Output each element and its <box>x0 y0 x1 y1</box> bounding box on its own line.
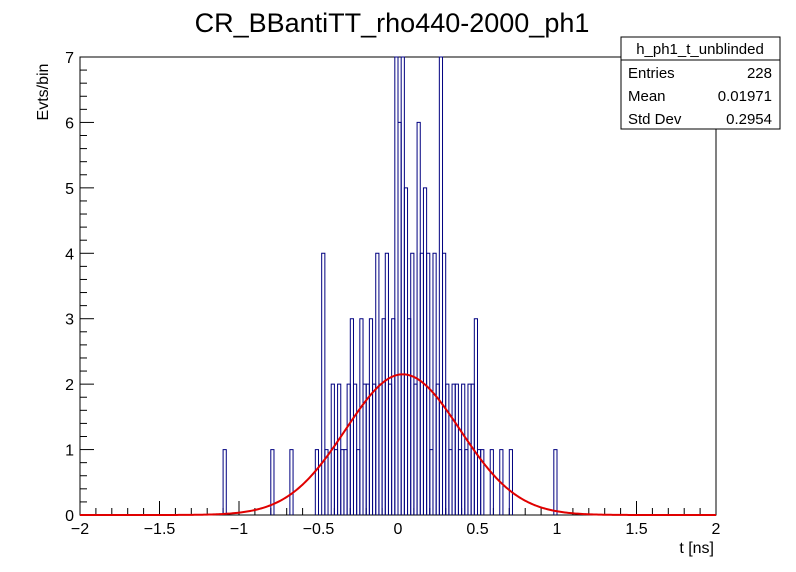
histogram-bin <box>321 252 326 515</box>
histogram-bin <box>314 449 319 515</box>
x-tick-label: 0 <box>394 521 403 538</box>
x-tick-label: −0.5 <box>303 521 335 538</box>
stats-entries-label: Entries <box>628 65 675 82</box>
x-axis: −2 −1.5 −1 −0.5 0 0.5 1 1.5 2 <box>71 501 721 538</box>
y-tick-label: 3 <box>65 312 74 329</box>
stats-box-frame <box>620 36 781 130</box>
histogram-series <box>222 56 558 515</box>
x-tick-label: 1 <box>553 521 562 538</box>
stats-box: h_ph1_t_unblinded Entries 228 Mean 0.019… <box>620 36 781 130</box>
histogram-bin <box>553 449 558 515</box>
y-axis-label: Evts/bin <box>35 64 52 121</box>
x-tick-label: −1 <box>230 521 248 538</box>
stats-mean-value: 0.01971 <box>718 88 772 105</box>
histogram-bin <box>480 449 485 515</box>
stats-histogram-name: h_ph1_t_unblinded <box>636 41 764 58</box>
stats-stddev-label: Std Dev <box>628 111 682 128</box>
x-axis-label: t [ns] <box>679 540 714 557</box>
histogram-bin <box>289 449 294 515</box>
histogram-bin <box>489 449 494 515</box>
y-axis: 0 1 2 3 4 5 6 7 <box>65 50 94 525</box>
x-tick-label: −2 <box>71 521 89 538</box>
gaussian-fit-curve <box>80 373 716 516</box>
y-tick-label: 4 <box>65 246 74 263</box>
x-tick-label: 0.5 <box>466 521 488 538</box>
y-tick-label: 0 <box>65 508 74 525</box>
stats-mean-label: Mean <box>628 88 666 105</box>
histogram-bin <box>426 252 431 515</box>
histogram-bin <box>222 449 227 515</box>
chart-title: CR_BBantiTT_rho440-2000_ph1 <box>195 8 590 38</box>
stats-entries-value: 228 <box>747 65 772 82</box>
y-tick-label: 7 <box>65 50 74 67</box>
histogram-bin <box>508 449 513 515</box>
y-tick-label: 1 <box>65 443 74 460</box>
y-tick-label: 5 <box>65 181 74 198</box>
x-tick-label: −1.5 <box>144 521 176 538</box>
y-tick-label: 2 <box>65 377 74 394</box>
histogram-bin <box>324 449 329 515</box>
y-tick-label: 6 <box>65 115 74 132</box>
stats-stddev-value: 0.2954 <box>726 111 772 128</box>
x-tick-label: 2 <box>712 521 721 538</box>
histogram-bin <box>473 318 478 515</box>
histogram-bin <box>270 449 275 515</box>
x-tick-label: 1.5 <box>625 521 647 538</box>
